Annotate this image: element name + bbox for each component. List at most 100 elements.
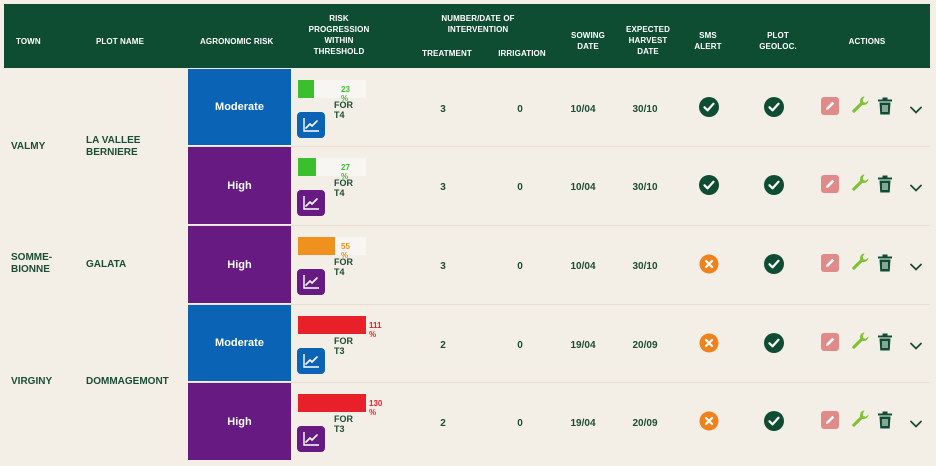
chevron-down-icon[interactable] [909, 180, 923, 192]
pencil-icon[interactable] [821, 96, 839, 115]
risk-progress-bar [298, 316, 366, 334]
pencil-icon[interactable] [821, 254, 839, 272]
sowing-value: 10/04 [570, 182, 596, 193]
threshold-label: FOR T4 [334, 257, 353, 277]
harvest-value: 20/09 [632, 339, 658, 351]
treatment-value: 3 [440, 261, 446, 272]
trash-icon[interactable] [877, 333, 893, 351]
risk-progress-bar [298, 237, 366, 255]
pencil-icon[interactable] [821, 175, 839, 193]
progress-percent: 55 % [341, 242, 350, 260]
wrench-icon[interactable] [850, 331, 870, 351]
wrench-icon[interactable] [850, 95, 870, 115]
sowing-value: 19/04 [570, 418, 596, 429]
header-plot-geoloc: PLOT GEOLOC. [759, 31, 797, 51]
irrigation-value: 0 [517, 182, 523, 193]
treatment-value: 3 [440, 103, 446, 115]
risk-progress-bar [298, 80, 366, 98]
row-divider [188, 225, 930, 226]
chevron-down-icon[interactable] [909, 338, 923, 350]
plot-name-label: GALATA [86, 259, 127, 270]
line-chart-icon[interactable] [297, 348, 325, 374]
line-chart-icon[interactable] [297, 190, 325, 216]
chevron-down-icon[interactable] [909, 102, 923, 114]
town-label: VALMY [11, 141, 46, 152]
progress-fill [298, 237, 336, 255]
risk-badge: High [188, 383, 291, 460]
treatment-value: 2 [440, 339, 446, 351]
trash-icon[interactable] [877, 97, 893, 115]
header-treatment: TREATMENT [422, 49, 472, 58]
header-sms-alert: SMS ALERT [694, 31, 722, 51]
check-circle-icon [764, 411, 784, 431]
progress-percent: 27 % [341, 163, 350, 181]
line-chart-icon[interactable] [297, 269, 325, 295]
irrigation-value: 0 [517, 261, 523, 272]
header-intervention: NUMBER/DATE OF INTERVENTION [441, 14, 515, 34]
progress-fill [298, 316, 366, 334]
check-circle-icon [764, 96, 784, 117]
threshold-label: FOR T4 [334, 100, 353, 120]
threshold-label: FOR T4 [334, 178, 353, 198]
progress-fill [298, 158, 317, 176]
progress-fill [298, 394, 366, 412]
pencil-icon[interactable] [821, 332, 839, 351]
trash-icon[interactable] [877, 175, 893, 193]
header-risk-progression: RISK PROGRESSION WITHIN THRESHOLD [308, 14, 370, 56]
check-circle-icon [764, 332, 784, 353]
town-label: VIRGINY [11, 376, 53, 387]
plot-name-label: LA VALLEE BERNIERE [86, 135, 141, 158]
irrigation-value: 0 [517, 418, 523, 429]
wrench-icon[interactable] [850, 252, 870, 272]
plot-name-label: DOMMAGEMONT [86, 376, 169, 387]
risk-progress-bar [298, 158, 366, 176]
chevron-down-icon[interactable] [909, 259, 923, 271]
x-circle-icon [699, 333, 719, 353]
harvest-value: 30/10 [632, 261, 658, 272]
town-label: SOMME- BIONNE [11, 252, 53, 275]
progress-percent: 130 % [369, 399, 383, 417]
table-header: TOWN PLOT NAME AGRONOMIC RISK RISK PROGR… [4, 4, 930, 68]
header-harvest-date: EXPECTED HARVEST DATE [626, 25, 670, 56]
irrigation-value: 0 [517, 103, 523, 115]
check-circle-icon [699, 175, 719, 195]
sowing-value: 19/04 [570, 339, 596, 351]
irrigation-value: 0 [517, 339, 523, 351]
sowing-value: 10/04 [570, 261, 596, 272]
check-circle-icon [764, 254, 784, 274]
header-irrigation: IRRIGATION [498, 49, 546, 58]
x-circle-icon [699, 411, 719, 431]
chevron-down-icon[interactable] [909, 416, 923, 428]
row-divider [188, 304, 930, 305]
header-town: TOWN [16, 37, 41, 46]
sowing-value: 10/04 [570, 103, 596, 115]
pencil-icon[interactable] [821, 411, 839, 429]
risk-badge: High [188, 226, 291, 303]
progress-track [298, 80, 366, 98]
risk-badge: Moderate [188, 305, 291, 381]
wrench-icon[interactable] [850, 409, 870, 429]
progress-percent: 23 % [341, 85, 350, 103]
header-agronomic-risk: AGRONOMIC RISK [200, 37, 274, 46]
treatment-value: 3 [440, 182, 446, 193]
trash-icon[interactable] [877, 411, 893, 429]
risk-badge: Moderate [188, 69, 291, 145]
row-divider [188, 146, 930, 147]
line-chart-icon[interactable] [297, 426, 325, 452]
progress-percent: 111 % [369, 321, 382, 339]
row-divider [188, 382, 930, 383]
harvest-value: 30/10 [632, 182, 658, 193]
harvest-value: 20/09 [632, 418, 658, 429]
threshold-label: FOR T3 [334, 414, 353, 434]
progress-fill [298, 80, 314, 98]
threshold-label: FOR T3 [334, 336, 353, 356]
wrench-icon[interactable] [850, 173, 870, 193]
risk-badge: High [188, 147, 291, 224]
check-circle-icon [699, 96, 719, 117]
treatment-value: 2 [440, 418, 446, 429]
line-chart-icon[interactable] [297, 112, 325, 138]
harvest-value: 30/10 [632, 103, 658, 115]
trash-icon[interactable] [877, 254, 893, 272]
header-plot-name: PLOT NAME [96, 37, 145, 46]
risk-progress-bar [298, 394, 366, 412]
